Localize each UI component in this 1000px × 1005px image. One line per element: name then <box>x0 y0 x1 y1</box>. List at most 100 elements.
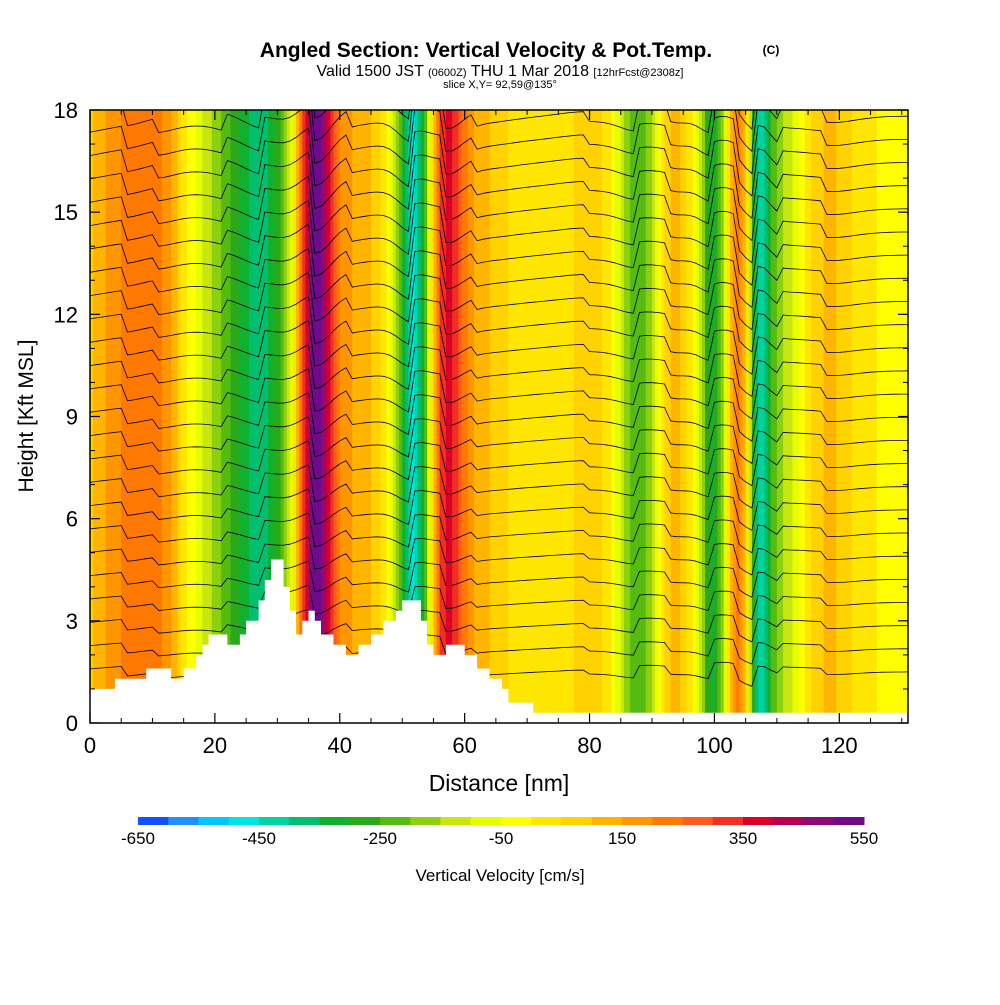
velocity-cell <box>589 110 594 723</box>
velocity-cell <box>193 110 197 723</box>
velocity-cell <box>405 110 410 723</box>
velocity-cell <box>595 110 600 723</box>
y-axis: 0 3 6 9 12 15 18 <box>54 98 908 736</box>
velocity-cell <box>174 110 179 723</box>
x-tick-label: 120 <box>821 733 858 758</box>
velocity-cell <box>355 110 360 723</box>
velocity-cell <box>205 110 210 723</box>
velocity-cell <box>127 110 132 723</box>
colorbar-tick-label: 150 <box>608 829 636 848</box>
velocity-cell <box>105 110 110 723</box>
velocity-cell <box>136 110 141 723</box>
velocity-cell <box>236 110 241 723</box>
velocity-cell <box>361 110 366 723</box>
velocity-cell <box>586 110 591 723</box>
colorbar-swatch <box>138 817 169 825</box>
colorbar-swatch <box>712 817 744 825</box>
velocity-cell <box>208 110 213 723</box>
velocity-cell <box>505 110 509 723</box>
velocity-cell <box>324 110 328 723</box>
velocity-cell <box>673 110 678 723</box>
velocity-cell <box>370 110 375 723</box>
velocity-cell <box>211 110 216 723</box>
velocity-cell <box>221 110 225 723</box>
velocity-cell <box>139 110 144 723</box>
velocity-cell <box>886 110 890 723</box>
velocity-cell <box>108 110 113 723</box>
velocity-cell <box>792 110 797 723</box>
velocity-cell <box>149 110 154 723</box>
velocity-cell <box>730 110 734 723</box>
velocity-cell <box>520 110 525 723</box>
velocity-cell <box>804 110 809 723</box>
velocity-cell <box>698 110 703 723</box>
velocity-cell <box>449 110 453 723</box>
velocity-cell <box>564 110 569 723</box>
colorbar-swatch <box>440 817 472 825</box>
x-axis-label: Distance [nm] <box>429 770 570 796</box>
velocity-cell <box>536 110 541 723</box>
velocity-cell <box>645 110 650 723</box>
velocity-cell <box>779 110 784 723</box>
velocity-cell <box>580 110 584 723</box>
velocity-cell <box>489 110 494 723</box>
colorbar-swatch <box>228 817 260 825</box>
velocity-cell <box>99 110 104 723</box>
velocity-cell <box>327 110 331 723</box>
velocity-cell <box>224 110 228 723</box>
slice-label: slice X,Y= 92,59@135° <box>443 79 557 91</box>
velocity-cell <box>502 110 506 723</box>
velocity-cell <box>121 110 125 723</box>
subtitle-forecast: [12hrFcst@2308z] <box>593 67 683 79</box>
velocity-cell <box>461 110 466 723</box>
colorbar-swatch <box>803 817 835 825</box>
x-tick-label: 100 <box>696 733 733 758</box>
velocity-cell <box>870 110 875 723</box>
velocity-cell <box>386 110 391 723</box>
velocity-cell <box>592 110 597 723</box>
colorbar: -650 -450 -250 -50 150 350 550 <box>121 817 878 848</box>
velocity-cell <box>183 110 188 723</box>
velocity-cell <box>720 110 725 723</box>
velocity-cell <box>842 110 847 723</box>
velocity-cell <box>717 110 722 723</box>
velocity-cell <box>470 110 475 723</box>
velocity-cell <box>102 110 107 723</box>
velocity-cell <box>458 110 463 723</box>
velocity-cell <box>667 110 672 723</box>
velocity-cell <box>414 110 419 723</box>
velocity-cell <box>623 110 628 723</box>
colorbar-tick-label: -650 <box>121 829 155 848</box>
colorbar-label: Vertical Velocity [cm/s] <box>415 866 584 885</box>
colorbar-swatch <box>591 817 623 825</box>
velocity-cell <box>689 110 694 723</box>
colorbar-tick-label: 350 <box>729 829 757 848</box>
velocity-cell <box>283 110 288 723</box>
colorbar-swatch <box>289 817 320 825</box>
subtitle-valid: Valid 1500 JST <box>317 63 425 80</box>
velocity-cell <box>764 110 769 723</box>
velocity-cell <box>567 110 572 723</box>
velocity-cell <box>255 110 260 723</box>
velocity-cell <box>495 110 500 723</box>
velocity-cell <box>879 110 884 723</box>
velocity-cell <box>767 110 772 723</box>
theta-contour-line <box>90 199 908 264</box>
velocity-cell <box>380 110 385 723</box>
colorbar-swatch <box>259 817 290 825</box>
velocity-cell <box>883 110 887 723</box>
velocity-cell <box>620 110 625 723</box>
theta-contour-line <box>90 319 908 375</box>
velocity-cell <box>395 110 400 723</box>
velocity-cell <box>836 110 840 723</box>
velocity-cell <box>611 110 616 723</box>
velocity-cell <box>755 110 759 723</box>
velocity-cell <box>789 110 794 723</box>
velocity-cell <box>695 110 700 723</box>
velocity-cell <box>258 110 263 723</box>
velocity-cell <box>264 110 269 723</box>
velocity-cell <box>801 110 806 723</box>
colorbar-swatch <box>470 817 502 825</box>
velocity-cell <box>598 110 603 723</box>
